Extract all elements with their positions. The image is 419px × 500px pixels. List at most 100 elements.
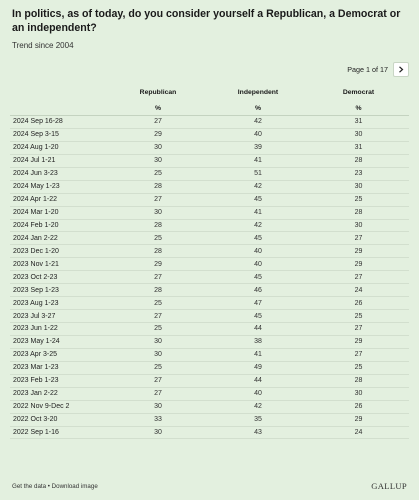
independent-cell: 42: [208, 219, 308, 233]
date-cell: 2023 Apr 3-25: [10, 348, 108, 362]
table-row: 2024 May 1-23 28 42 30: [10, 180, 409, 194]
democrat-cell: 30: [308, 180, 409, 194]
republican-column-header: Republican: [139, 89, 177, 96]
democrat-cell: 30: [308, 387, 409, 401]
democrat-cell: 29: [308, 413, 409, 427]
republican-cell: 30: [108, 154, 208, 168]
date-cell: 2024 Jul 1-21: [10, 154, 108, 168]
independent-cell: 42: [208, 400, 308, 414]
republican-cell: 25: [108, 167, 208, 181]
republican-unit: %: [108, 101, 208, 116]
table-row: 2023 Mar 1-23 25 49 25: [10, 361, 409, 375]
independent-cell: 45: [208, 309, 308, 323]
democrat-cell: 25: [308, 361, 409, 375]
independent-unit: %: [208, 101, 308, 116]
democrat-cell: 23: [308, 167, 409, 181]
democrat-cell: 24: [308, 283, 409, 298]
independent-cell: 40: [208, 257, 308, 272]
date-cell: 2024 Sep 3-15: [10, 128, 108, 142]
independent-cell: 45: [208, 231, 308, 246]
republican-cell: 27: [108, 270, 208, 285]
date-cell: 2024 Feb 1-20: [10, 219, 108, 233]
date-cell: 2024 May 1-23: [10, 180, 108, 194]
date-cell: 2023 Sep 1-23: [10, 283, 108, 298]
democrat-cell: 25: [308, 309, 409, 323]
page-title: In politics, as of today, do you conside…: [12, 8, 401, 34]
table-row: 2023 Dec 1-20 28 40 29: [10, 244, 409, 259]
download-image-link[interactable]: Download image: [51, 483, 98, 490]
independent-cell: 45: [208, 193, 308, 207]
date-cell: 2023 Jan 2-22: [10, 387, 108, 401]
page-subtitle: Trend since 2004: [12, 41, 74, 50]
table-row: 2023 Jan 2-22 27 40 30: [10, 387, 409, 401]
democrat-cell: 28: [308, 154, 409, 168]
republican-cell: 28: [108, 180, 208, 194]
table-row: 2024 Aug 1-20 30 39 31: [10, 141, 409, 155]
date-cell: 2023 Dec 1-20: [10, 244, 108, 259]
next-page-button[interactable]: [393, 62, 409, 77]
footer-separator: •: [46, 483, 52, 490]
democrat-cell: 27: [308, 270, 409, 285]
page-indicator: Page 1 of 17: [347, 65, 388, 74]
independent-cell: 35: [208, 413, 308, 427]
table-row: 2023 Jul 3-27 27 45 25: [10, 309, 409, 323]
democrat-cell: 29: [308, 257, 409, 272]
independent-cell: 38: [208, 335, 308, 349]
date-cell: 2024 Jan 2-22: [10, 231, 108, 246]
republican-cell: 30: [108, 206, 208, 220]
independent-cell: 41: [208, 206, 308, 220]
republican-cell: 30: [108, 141, 208, 155]
table-row: 2023 Jun 1-22 25 44 27: [10, 322, 409, 336]
independent-cell: 44: [208, 322, 308, 336]
table-row: 2024 Apr 1-22 27 45 25: [10, 193, 409, 207]
table-row: 2023 Oct 2-23 27 45 27: [10, 270, 409, 285]
republican-cell: 30: [108, 400, 208, 414]
independent-cell: 42: [208, 115, 308, 129]
date-column-header: [10, 84, 108, 101]
republican-cell: 25: [108, 296, 208, 311]
independent-column-header: Independent: [237, 89, 279, 96]
democrat-cell: 29: [308, 244, 409, 259]
democrat-cell: 27: [308, 322, 409, 336]
democrat-cell: 31: [308, 141, 409, 155]
republican-cell: 27: [108, 387, 208, 401]
republican-cell: 33: [108, 413, 208, 427]
independent-cell: 45: [208, 270, 308, 285]
democrat-cell: 30: [308, 128, 409, 142]
republican-cell: 25: [108, 361, 208, 375]
date-cell: 2022 Oct 3-20: [10, 413, 108, 427]
table-row: 2023 May 1-24 30 38 29: [10, 335, 409, 349]
date-cell: 2022 Nov 9-Dec 2: [10, 400, 108, 414]
independent-cell: 41: [208, 348, 308, 362]
democrat-cell: 27: [308, 348, 409, 362]
get-data-link[interactable]: Get the data: [12, 483, 47, 490]
republican-cell: 30: [108, 335, 208, 349]
gallup-logo: GALLUP: [371, 481, 407, 491]
table-row: 2023 Sep 1-23 28 46 24: [10, 283, 409, 298]
table-row: 2024 Jun 3-23 25 51 23: [10, 167, 409, 181]
table-row: 2022 Nov 9-Dec 2 30 42 26: [10, 400, 409, 414]
republican-cell: 30: [108, 348, 208, 362]
date-cell: 2023 Aug 1-23: [10, 296, 108, 311]
independent-cell: 40: [208, 128, 308, 142]
date-cell: 2024 Mar 1-20: [10, 206, 108, 220]
independent-cell: 49: [208, 361, 308, 375]
independent-cell: 42: [208, 180, 308, 194]
republican-cell: 28: [108, 244, 208, 259]
democrat-cell: 26: [308, 296, 409, 311]
independent-cell: 41: [208, 154, 308, 168]
footer-links: Get the data • Download image: [12, 483, 98, 490]
democrat-cell: 29: [308, 335, 409, 349]
independent-cell: 51: [208, 167, 308, 181]
table-row: 2024 Jul 1-21 30 41 28: [10, 154, 409, 168]
republican-cell: 25: [108, 322, 208, 336]
republican-cell: 28: [108, 219, 208, 233]
republican-cell: 29: [108, 257, 208, 272]
table-row: 2024 Feb 1-20 28 42 30: [10, 219, 409, 233]
republican-cell: 27: [108, 309, 208, 323]
democrat-cell: 30: [308, 219, 409, 233]
democrat-cell: 31: [308, 115, 409, 129]
table-row: 2022 Sep 1-16 30 43 24: [10, 426, 409, 440]
democrat-unit: %: [308, 101, 409, 116]
date-cell: 2024 Aug 1-20: [10, 141, 108, 155]
